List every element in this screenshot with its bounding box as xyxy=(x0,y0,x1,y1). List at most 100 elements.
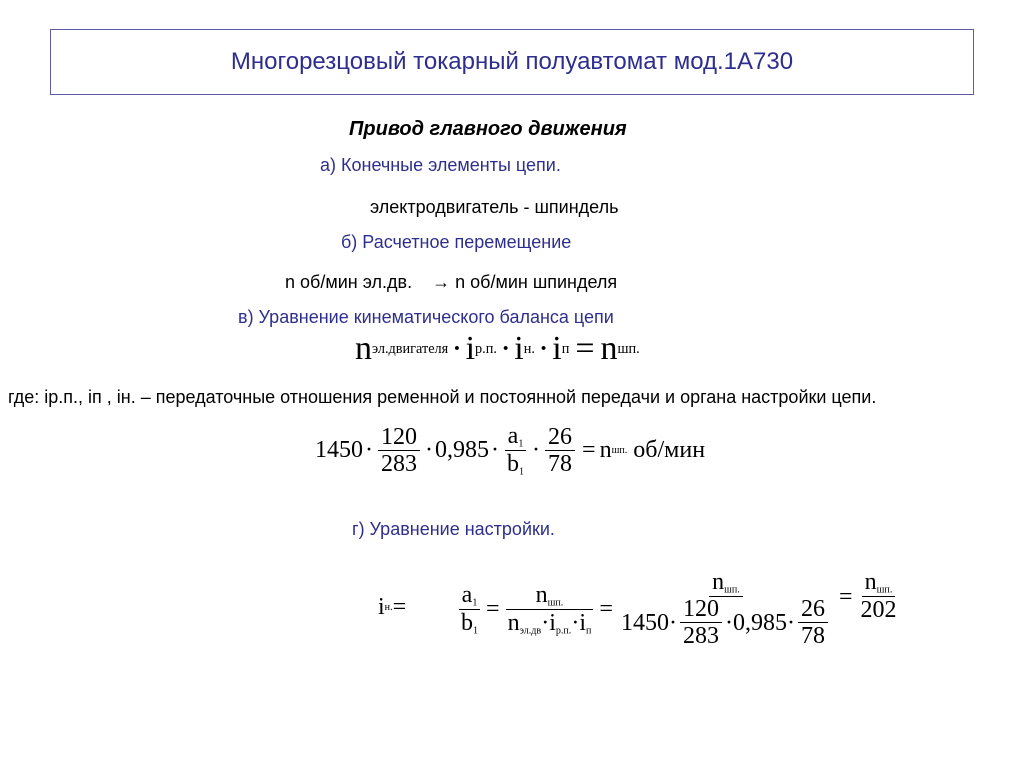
eq-i-sub: р.п. xyxy=(475,340,497,357)
dot: · xyxy=(532,437,541,464)
numerator: 26 xyxy=(545,424,576,451)
equals: = xyxy=(392,594,407,620)
sub: шп. xyxy=(547,597,564,609)
denominator: 1450 · 120 283 · 0,985 · 26 78 xyxy=(618,596,834,650)
equals: = xyxy=(486,596,500,623)
b: b xyxy=(507,451,519,478)
denominator: 78 xyxy=(548,450,573,477)
lhs-i: i xyxy=(378,594,385,620)
dot: · xyxy=(491,437,499,464)
n: n xyxy=(712,569,725,595)
denominator: nэл.дв·iр.п.·iп xyxy=(505,610,595,637)
sub: 1 xyxy=(472,597,478,609)
section-g-label: г) Уравнение настройки. xyxy=(352,519,555,539)
eq-n: n xyxy=(599,437,612,464)
denominator: 202 xyxy=(860,597,897,624)
sub: эл.дв xyxy=(519,625,542,637)
fraction: 26 78 xyxy=(797,596,828,650)
dot: · xyxy=(541,610,550,637)
numeric-balance-equation: 1450 · 120 283 · 0,985 · a1 b1 · 26 78 = n шп. о… xyxy=(315,423,706,478)
sub: шп. xyxy=(876,584,893,596)
equals: = xyxy=(582,437,596,464)
numerator: 120 xyxy=(679,596,722,624)
eq-n: n xyxy=(600,330,618,367)
n: n xyxy=(507,610,520,637)
subtitle: Привод главного движения xyxy=(349,118,627,140)
tuning-equation-lhs: i н. = xyxy=(378,594,406,621)
slide-title: Многорезцовый токарный полуавтомат мод.1… xyxy=(230,48,794,75)
unit: об/мин xyxy=(633,437,706,464)
numerator: 120 xyxy=(378,424,420,451)
equals: = xyxy=(575,330,595,367)
dot: · xyxy=(365,437,373,464)
eq-i: i xyxy=(514,330,524,367)
dot: · xyxy=(451,330,463,367)
fraction: 120 283 xyxy=(679,596,722,650)
section-a-label: а) Конечные элементы цепи. xyxy=(320,155,561,175)
slip-coefficient: 0,985 xyxy=(732,610,787,637)
n: n xyxy=(864,569,877,595)
denominator: b1 xyxy=(458,610,481,637)
denominator: 283 xyxy=(381,450,417,477)
sub: 1 xyxy=(518,438,524,450)
sub: 1 xyxy=(519,466,525,478)
eq-i-sub: п xyxy=(561,340,570,357)
dot: · xyxy=(571,610,580,637)
numerator: a1 xyxy=(504,423,527,452)
tuning-equation: a1 b1 = nшп. nэл.дв·iр.п.·iп = nшп. 1450 ·… xyxy=(455,569,903,650)
equals: = xyxy=(838,584,853,610)
dot: · xyxy=(425,437,433,464)
eq-n-sub: эл.двигателя xyxy=(372,340,449,357)
i: i xyxy=(579,610,587,637)
numerator: nшп. xyxy=(861,569,896,598)
fraction: nшп. 202 xyxy=(858,569,900,624)
slip-coefficient: 0,985 xyxy=(435,437,489,464)
dot: · xyxy=(668,610,677,637)
eq-n-sub: шп. xyxy=(611,445,628,457)
kinematic-balance-equation: n эл.двигателя · i р.п. · i н. · i п = n шп. xyxy=(355,330,640,368)
numerator: 26 xyxy=(797,596,828,624)
section-a-text: электродвигатель - шпиндель xyxy=(370,197,619,217)
motor-rpm: 1450 xyxy=(620,610,669,637)
numerator: a1 xyxy=(458,581,481,611)
sub: шп. xyxy=(724,584,740,596)
eq-i: i xyxy=(552,330,562,367)
a: a xyxy=(461,581,473,608)
eq-i: i xyxy=(465,330,476,367)
equals: = xyxy=(599,596,613,623)
fraction: a1 b1 xyxy=(458,581,481,637)
sub: р.п. xyxy=(555,625,572,637)
eq-n-sub: шп. xyxy=(617,340,640,357)
section-b-label: б) Расчетное перемещение xyxy=(341,232,572,252)
dot: · xyxy=(537,330,550,367)
fraction: nшп. nэл.дв·iр.п.·iп xyxy=(505,581,595,637)
motion-from: n об/мин эл.дв. xyxy=(285,272,413,292)
arrow-icon: → xyxy=(432,272,451,292)
motor-rpm: 1450 xyxy=(315,437,363,464)
where-text: где: iр.п., iп , iн. – передаточные отно… xyxy=(8,387,877,407)
denominator: b1 xyxy=(504,451,527,478)
fraction: 26 78 xyxy=(545,424,576,478)
title-box: Многорезцовый токарный полуавтомат мод.1… xyxy=(50,29,974,95)
denominator: 78 xyxy=(800,623,825,650)
fraction: 120 283 xyxy=(378,424,420,478)
eq-i-sub: н. xyxy=(523,340,535,357)
fraction: nшп. 1450 · 120 283 · 0,985 · 26 78 xyxy=(618,569,834,650)
numerator: nшп. xyxy=(709,569,743,598)
section-b-text: n об/мин эл.дв. → n об/мин шпинделя xyxy=(285,272,617,293)
eq-n: n xyxy=(355,330,372,367)
sub: 1 xyxy=(473,625,479,637)
sub: п xyxy=(586,625,592,637)
dot: · xyxy=(786,610,795,637)
fraction: a1 b1 xyxy=(504,423,527,478)
b: b xyxy=(461,610,473,637)
denominator: 283 xyxy=(682,623,719,650)
dot: · xyxy=(724,610,733,637)
lhs-sub: н. xyxy=(384,602,393,613)
n: n xyxy=(535,581,548,608)
i: i xyxy=(549,610,556,637)
numerator: nшп. xyxy=(505,581,594,611)
section-v-label: в) Уравнение кинематического баланса цеп… xyxy=(238,307,614,327)
motion-to: n об/мин шпинделя xyxy=(455,272,618,292)
a: a xyxy=(507,423,519,449)
